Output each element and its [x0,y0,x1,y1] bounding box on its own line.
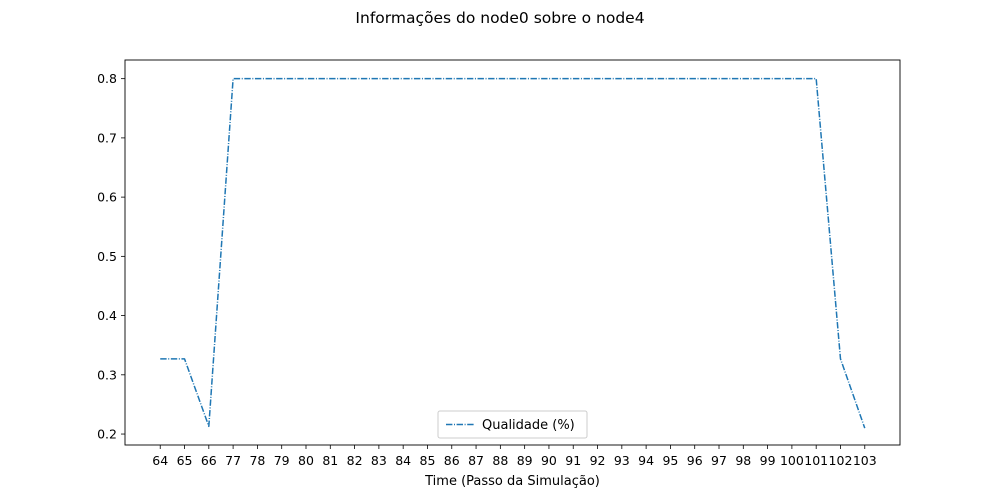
x-tick-label: 97 [711,453,727,468]
x-tick-label: 92 [590,453,606,468]
x-tick-label: 78 [249,453,265,468]
x-tick-label: 66 [201,453,217,468]
x-tick-label: 103 [853,453,877,468]
plot-area-frame [124,59,901,446]
x-tick-label: 95 [662,453,678,468]
x-tick-label: 90 [541,453,557,468]
x-tick-label: 85 [420,453,436,468]
x-tick-label: 96 [687,453,703,468]
x-tick-label: 80 [298,453,314,468]
legend-label: Qualidade (%) [482,418,575,433]
x-tick-label: 88 [492,453,508,468]
y-tick-label: 0.8 [97,71,117,86]
x-tick-label: 87 [468,453,484,468]
legend: Qualidade (%) [437,410,588,439]
y-axis: 0.2 0.3 0.4 0.5 0.6 0.7 0.8 [97,71,125,442]
y-tick-label: 0.3 [97,367,117,382]
x-axis-label: Time (Passo da Simulação) [424,474,600,489]
x-tick-label: 84 [395,453,411,468]
x-tick-label: 65 [177,453,193,468]
y-tick-label: 0.2 [97,427,117,442]
series-layer [160,77,866,429]
series-line [160,77,866,429]
x-tick-label: 91 [565,453,581,468]
x-tick-label: 64 [152,453,168,468]
y-tick-label: 0.5 [97,249,117,264]
x-tick-label: 86 [444,453,460,468]
y-tick-label: 0.7 [97,130,117,145]
x-tick-label: 93 [614,453,630,468]
x-tick-label: 77 [225,453,241,468]
x-tick-label: 99 [760,453,776,468]
x-tick-label: 98 [735,453,751,468]
x-tick-label: 89 [517,453,533,468]
x-tick-label: 81 [322,453,338,468]
chart-title: Informações do node0 sobre o node4 [355,9,644,27]
x-tick-label: 101 [804,453,828,468]
x-tick-label: 102 [829,453,853,468]
x-tick-label: 83 [371,453,387,468]
x-tick-label: 79 [274,453,290,468]
x-axis: 64 65 66 77 78 79 80 81 82 83 84 85 86 87 88 89 90 91 92 93… [152,445,877,468]
legend-box [437,410,588,439]
y-tick-label: 0.6 [97,190,117,205]
x-tick-label: 100 [780,453,804,468]
y-tick-label: 0.4 [97,308,117,323]
x-tick-label: 82 [347,453,363,468]
x-tick-label: 94 [638,453,654,468]
